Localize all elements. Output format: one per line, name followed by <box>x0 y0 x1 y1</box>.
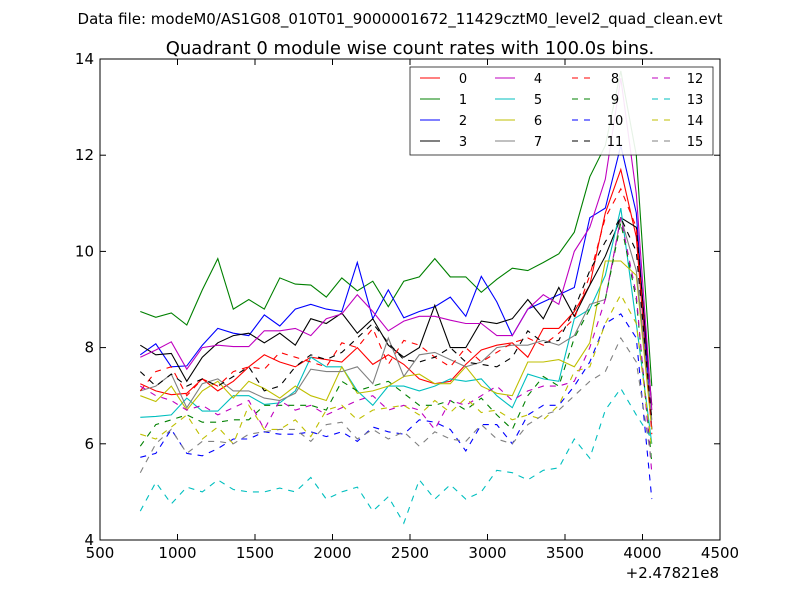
y-tick-label: 12 <box>75 146 94 164</box>
legend-label-15: 15 <box>687 135 704 150</box>
x-tick-label: 1000 <box>158 544 196 562</box>
series-line-14 <box>140 293 653 449</box>
legend-label-0: 0 <box>459 72 467 87</box>
series-line-7 <box>140 217 653 420</box>
series-line-9 <box>139 222 653 464</box>
x-tick-label: 3500 <box>546 544 584 562</box>
series-line-15 <box>139 336 653 473</box>
legend-label-2: 2 <box>459 114 467 129</box>
legend-label-5: 5 <box>534 93 542 108</box>
series-group <box>139 70 653 525</box>
legend-label-3: 3 <box>459 135 467 150</box>
series-line-13 <box>139 387 653 525</box>
axes: 500 1000 1500 2000 2500 3000 3500 4000 450046810… <box>75 50 739 562</box>
legend-label-6: 6 <box>534 114 542 129</box>
figure-suptitle: Data file: modeM0/AS1G08_010T01_90000016… <box>78 10 723 29</box>
y-tick-label: 8 <box>84 339 94 357</box>
legend-label-9: 9 <box>611 93 619 108</box>
legend-label-14: 14 <box>687 114 704 129</box>
y-tick-label: 4 <box>84 531 94 549</box>
legend-label-13: 13 <box>687 93 704 108</box>
legend-label-12: 12 <box>687 72 704 87</box>
series-line-3 <box>140 216 653 406</box>
y-tick-label: 10 <box>75 242 94 260</box>
x-tick-label: 500 <box>86 544 115 562</box>
series-line-5 <box>140 207 653 444</box>
x-offset-label: +2.47821e8 <box>626 564 719 582</box>
x-tick-label: 2500 <box>391 544 429 562</box>
legend-label-11: 11 <box>607 135 624 150</box>
series-line-0 <box>140 167 653 430</box>
legend-box <box>409 66 714 156</box>
x-tick-label: 3000 <box>468 544 506 562</box>
series-line-1 <box>140 70 653 387</box>
series-line-8 <box>139 187 653 435</box>
chart-title: Quadrant 0 module wise count rates with … <box>166 38 655 59</box>
legend-label-1: 1 <box>459 93 467 108</box>
series-line-6 <box>140 260 653 430</box>
x-tick-label: 2000 <box>313 544 351 562</box>
series-line-12 <box>140 217 653 473</box>
series-line-2 <box>139 145 653 430</box>
legend-label-7: 7 <box>534 135 542 150</box>
legend-label-10: 10 <box>607 114 624 129</box>
x-tick-label: 4000 <box>623 544 661 562</box>
legend-label-8: 8 <box>611 72 619 87</box>
y-tick-label: 6 <box>84 435 94 453</box>
x-tick-label: 1500 <box>236 544 274 562</box>
x-tick-label: 4500 <box>701 544 739 562</box>
legend-label-4: 4 <box>534 72 542 87</box>
y-tick-label: 14 <box>75 50 94 68</box>
series-line-4 <box>140 78 653 411</box>
